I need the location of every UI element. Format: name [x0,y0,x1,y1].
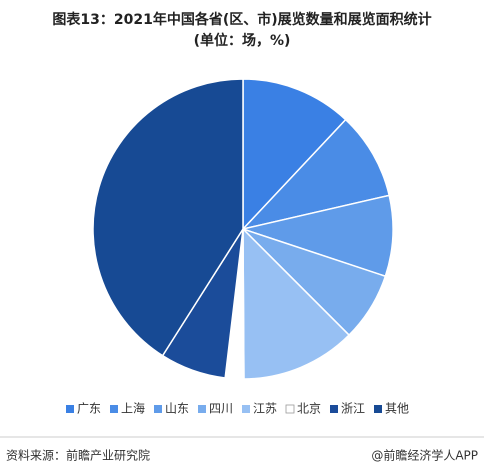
chart-subtitle: (单位：场，%) [194,32,291,49]
legend-label: 广东 [77,402,101,416]
chart-title: 图表13：2021年中国各省(区、市)展览数量和展览面积统计 [52,11,431,28]
legend-label: 浙江 [341,402,365,416]
legend-marker [154,405,162,413]
brand: @前瞻经济学人APP [371,448,478,463]
legend-label: 四川 [209,402,233,416]
legend-label: 江苏 [253,402,277,416]
legend-marker [374,405,382,413]
pie-slice [92,78,244,357]
pie-slice [242,78,347,231]
legend-marker [330,405,338,413]
pie-slice [242,227,351,380]
legend-marker [66,405,74,413]
legend-label: 北京 [297,402,321,416]
legend-label: 上海 [121,401,145,416]
legend-label: 山东 [165,402,189,416]
pie-slice [240,194,394,278]
legend-marker [198,405,206,413]
legend-marker [110,405,118,413]
legend-label: 其他 [385,402,409,416]
legend-marker [242,405,250,413]
pie-slice [240,118,391,231]
source: 资料来源：前瞻产业研究院 [6,448,150,463]
legend-marker [285,404,295,414]
